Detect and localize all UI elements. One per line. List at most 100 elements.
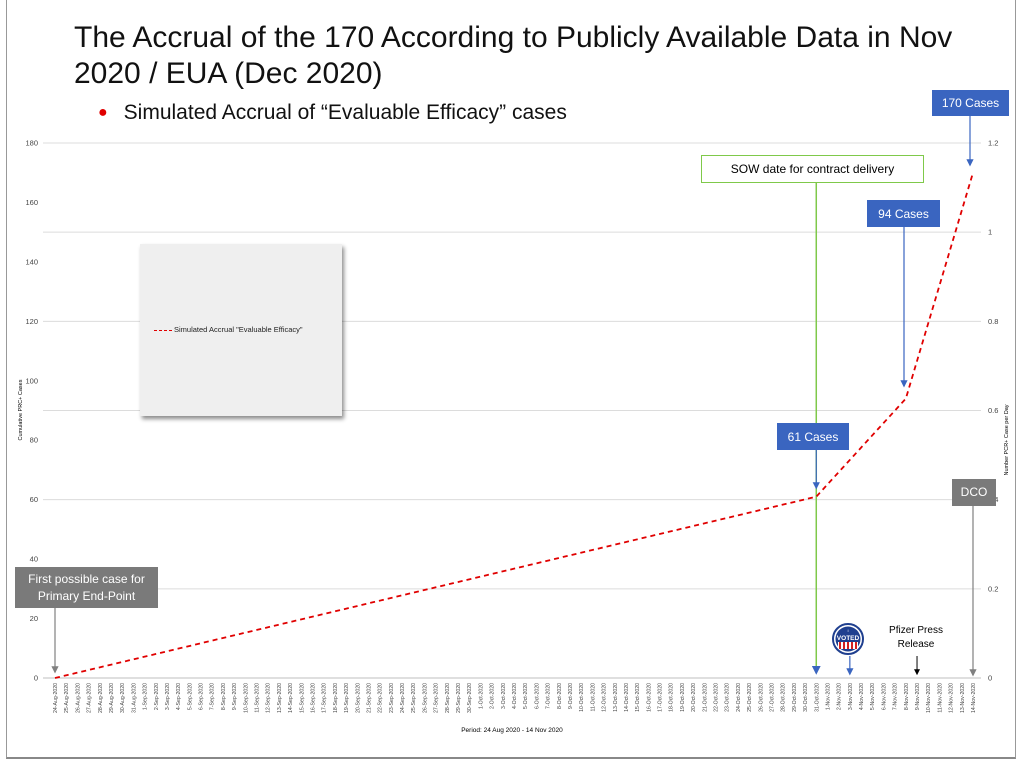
x-tick-label: 4-Sep-2020 [176, 683, 182, 710]
x-tick-label: 26-Oct-2020 [758, 683, 764, 712]
legend: Simulated Accrual "Evaluable Efficacy" [140, 244, 342, 416]
voted-badge-icon: VOTED I [832, 623, 864, 655]
x-tick-label: 6-Oct-2020 [534, 683, 540, 709]
x-tick-label: 19-Sep-2020 [344, 683, 350, 713]
x-tick-label: 1-Oct-2020 [478, 683, 484, 709]
x-tick-label: 29-Sep-2020 [456, 683, 462, 713]
y2-tick-label: 1 [988, 228, 992, 237]
x-tick-label: 28-Aug-2020 [98, 683, 104, 713]
x-tick-label: 8-Oct-2020 [557, 683, 563, 709]
x-tick-label: 7-Nov-2020 [893, 683, 899, 710]
x-tick-label: 10-Nov-2020 [926, 683, 932, 713]
x-tick-label: 29-Aug-2020 [109, 683, 115, 713]
x-tick-label: 15-Oct-2020 [635, 683, 641, 712]
x-tick-label: 18-Sep-2020 [333, 683, 339, 713]
x-tick-label: 28-Sep-2020 [445, 683, 451, 713]
callout-61-cases: 61 Cases [777, 423, 849, 450]
x-tick-label: 1-Sep-2020 [143, 683, 149, 710]
sow-callout: SOW date for contract delivery [701, 155, 924, 183]
y2-tick-label: 1.2 [988, 139, 998, 148]
x-tick-label: 12-Sep-2020 [266, 683, 272, 713]
x-tick-label: 19-Oct-2020 [680, 683, 686, 712]
y-axis-label: Cumulative PRC+ Cases [18, 379, 24, 440]
x-tick-label: 28-Oct-2020 [781, 683, 787, 712]
x-tick-label: 2-Oct-2020 [490, 683, 496, 709]
x-tick-label: 27-Aug-2020 [87, 683, 93, 713]
x-tick-label: 12-Nov-2020 [949, 683, 955, 713]
y-tick-label: 20 [30, 614, 38, 623]
x-tick-label: 22-Oct-2020 [714, 683, 720, 712]
legend-label: Simulated Accrual "Evaluable Efficacy" [174, 325, 303, 334]
bullet-icon: ● [98, 104, 108, 121]
x-tick-label: 18-Oct-2020 [669, 683, 675, 712]
x-tick-label: 20-Sep-2020 [355, 683, 361, 713]
x-tick-label: 16-Oct-2020 [646, 683, 652, 712]
x-tick-label: 5-Sep-2020 [187, 683, 193, 710]
x-tick-label: 24-Oct-2020 [736, 683, 742, 712]
x-tick-label: 8-Nov-2020 [904, 683, 910, 710]
x-tick-label: 3-Nov-2020 [848, 683, 854, 710]
svg-text:I: I [847, 628, 848, 633]
x-tick-label: 9-Sep-2020 [232, 683, 238, 710]
x-tick-label: 22-Sep-2020 [378, 683, 384, 713]
x-tick-label: 12-Oct-2020 [602, 683, 608, 712]
x-tick-label: 27-Sep-2020 [434, 683, 440, 713]
x-tick-label: 7-Oct-2020 [546, 683, 552, 709]
callout-first-case: First possible case for Primary End-Poin… [15, 567, 158, 608]
x-axis-label: Period: 24 Aug 2020 - 14 Nov 2020 [461, 727, 563, 734]
x-tick-label: 3-Sep-2020 [165, 683, 171, 710]
x-tick-label: 14-Nov-2020 [971, 683, 977, 713]
x-axis-ticks: 24-Aug-2020 25-Aug-2020 26-Aug-2020 27-Aug-… [53, 683, 977, 713]
x-tick-label: 21-Oct-2020 [702, 683, 708, 712]
x-tick-label: 16-Sep-2020 [310, 683, 316, 713]
x-tick-label: 27-Oct-2020 [769, 683, 775, 712]
x-tick-label: 9-Oct-2020 [568, 683, 574, 709]
callout-dco: DCO [952, 479, 996, 506]
y-tick-label: 80 [30, 436, 38, 445]
y-tick-label: 40 [30, 555, 38, 564]
x-tick-label: 13-Nov-2020 [960, 683, 966, 713]
x-tick-label: 13-Sep-2020 [277, 683, 283, 713]
x-tick-label: 26-Aug-2020 [75, 683, 81, 713]
slide-title: The Accrual of the 170 According to Publ… [74, 21, 953, 90]
y-tick-label: 180 [25, 139, 38, 148]
x-tick-label: 9-Nov-2020 [915, 683, 921, 710]
x-tick-label: 4-Nov-2020 [859, 683, 865, 710]
y2-tick-label: 0 [988, 674, 992, 683]
y-tick-label: 0 [34, 674, 38, 683]
x-tick-label: 2-Sep-2020 [154, 683, 160, 710]
y-axis-ticks: 0 20 40 60 80 100 120 140 160 180 [25, 139, 38, 683]
x-tick-label: 10-Sep-2020 [243, 683, 249, 713]
x-tick-label: 3-Oct-2020 [501, 683, 507, 709]
x-tick-label: 4-Oct-2020 [512, 683, 518, 709]
x-tick-label: 7-Sep-2020 [210, 683, 216, 710]
x-tick-label: 1-Nov-2020 [825, 683, 831, 710]
y-tick-label: 60 [30, 495, 38, 504]
legend-swatch [154, 330, 172, 331]
y2-tick-label: 0.6 [988, 406, 998, 415]
x-tick-label: 11-Sep-2020 [255, 683, 261, 713]
x-tick-label: 6-Nov-2020 [881, 683, 887, 710]
x-tick-label: 30-Aug-2020 [120, 683, 126, 713]
y2-axis-label: Number PCR+ Case per Day [1004, 404, 1010, 475]
x-tick-label: 29-Oct-2020 [792, 683, 798, 712]
x-tick-label: 8-Sep-2020 [221, 683, 227, 710]
y2-tick-label: 0.8 [988, 317, 998, 326]
x-tick-label: 15-Sep-2020 [299, 683, 305, 713]
x-tick-label: 17-Sep-2020 [322, 683, 328, 713]
x-tick-label: 11-Nov-2020 [937, 683, 943, 713]
y-tick-label: 100 [25, 376, 38, 385]
x-tick-label: 21-Sep-2020 [366, 683, 372, 713]
x-tick-label: 5-Nov-2020 [870, 683, 876, 710]
x-tick-label: 30-Oct-2020 [803, 683, 809, 712]
x-tick-label: 6-Sep-2020 [199, 683, 205, 710]
x-tick-label: 25-Sep-2020 [411, 683, 417, 713]
callout-94-cases: 94 Cases [867, 200, 940, 227]
x-tick-label: 26-Sep-2020 [422, 683, 428, 713]
subtitle-text: Simulated Accrual of “Evaluable Efficacy… [123, 101, 567, 124]
x-tick-label: 14-Sep-2020 [288, 683, 294, 713]
x-tick-label: 14-Oct-2020 [624, 683, 630, 712]
x-tick-label: 23-Oct-2020 [725, 683, 731, 712]
y-tick-label: 140 [25, 257, 38, 266]
x-tick-label: 20-Oct-2020 [691, 683, 697, 712]
